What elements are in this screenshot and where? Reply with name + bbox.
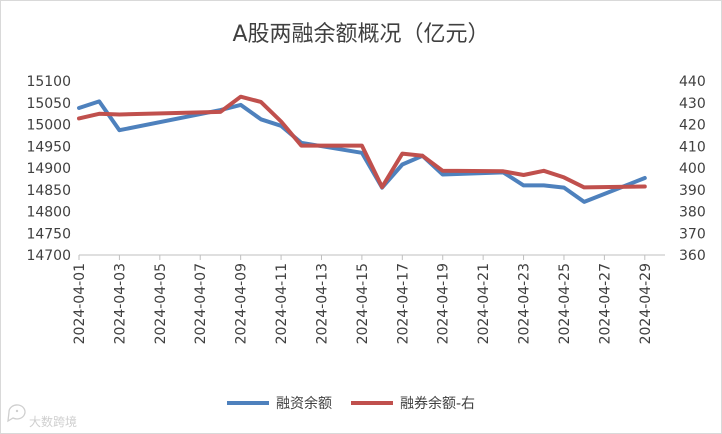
right-tick-label: 410: [679, 139, 706, 155]
x-tick-label: 2024-04-07: [193, 263, 209, 344]
series-lines: [77, 94, 647, 204]
x-axis-ticks: 2024-04-01 2024-04-03 2024-04-05 2024-04-07…: [72, 255, 654, 344]
series-line-financing: [77, 99, 647, 204]
x-tick-label: 2024-04-13: [314, 263, 330, 344]
left-tick-label: 14800: [26, 205, 71, 221]
x-tick-label: 2024-04-23: [517, 263, 533, 344]
x-tick-label: 2024-04-27: [597, 263, 613, 344]
left-tick-label: 14700: [26, 248, 71, 264]
left-tick-label: 14900: [26, 161, 71, 177]
x-tick-label: 2024-04-01: [72, 263, 88, 344]
x-tick-label: 2024-04-25: [557, 263, 573, 344]
watermark-text: 大数跨境: [29, 414, 77, 429]
x-tick-label: 2024-04-03: [112, 263, 128, 344]
right-tick-label: 420: [679, 118, 706, 134]
left-y-axis-ticks: 14700 14750 14800 14850 14900 14950 15000 15050…: [26, 74, 71, 264]
left-tick-label: 15050: [26, 96, 71, 112]
right-tick-label: 380: [679, 205, 706, 221]
right-y-axis-ticks: 360 370 380 390 400 410 420 430 440: [679, 74, 706, 264]
right-tick-label: 400: [679, 161, 706, 177]
x-tick-label: 2024-04-09: [234, 263, 250, 344]
chart-title: A股两融余额概况（亿元）: [232, 22, 489, 47]
x-tick-label: 2024-04-19: [436, 263, 452, 344]
legend-label-securities-lending: 融券余额-右: [400, 395, 475, 412]
right-tick-label: 370: [679, 226, 706, 242]
series-line-securities-lending: [77, 94, 647, 190]
chat-bubble-logo-icon: [7, 404, 26, 423]
left-tick-label: 14950: [26, 139, 71, 155]
x-tick-label: 2024-04-05: [153, 263, 169, 344]
x-tick-label: 2024-04-21: [476, 263, 492, 344]
left-tick-label: 14850: [26, 183, 71, 199]
watermark: 大数跨境: [7, 404, 77, 429]
x-tick-label: 2024-04-29: [638, 263, 654, 344]
left-tick-label: 15000: [26, 118, 71, 134]
right-tick-label: 430: [679, 96, 706, 112]
right-tick-label: 360: [679, 248, 706, 264]
right-tick-label: 390: [679, 183, 706, 199]
x-tick-label: 2024-04-15: [355, 263, 371, 344]
left-tick-label: 14750: [26, 226, 71, 242]
x-tick-label: 2024-04-11: [274, 263, 290, 344]
legend: 融资余额 融券余额-右: [227, 395, 475, 412]
left-tick-label: 15100: [26, 74, 71, 90]
right-tick-label: 440: [679, 74, 706, 90]
legend-label-financing: 融资余额: [276, 395, 332, 412]
x-tick-label: 2024-04-17: [395, 263, 411, 344]
